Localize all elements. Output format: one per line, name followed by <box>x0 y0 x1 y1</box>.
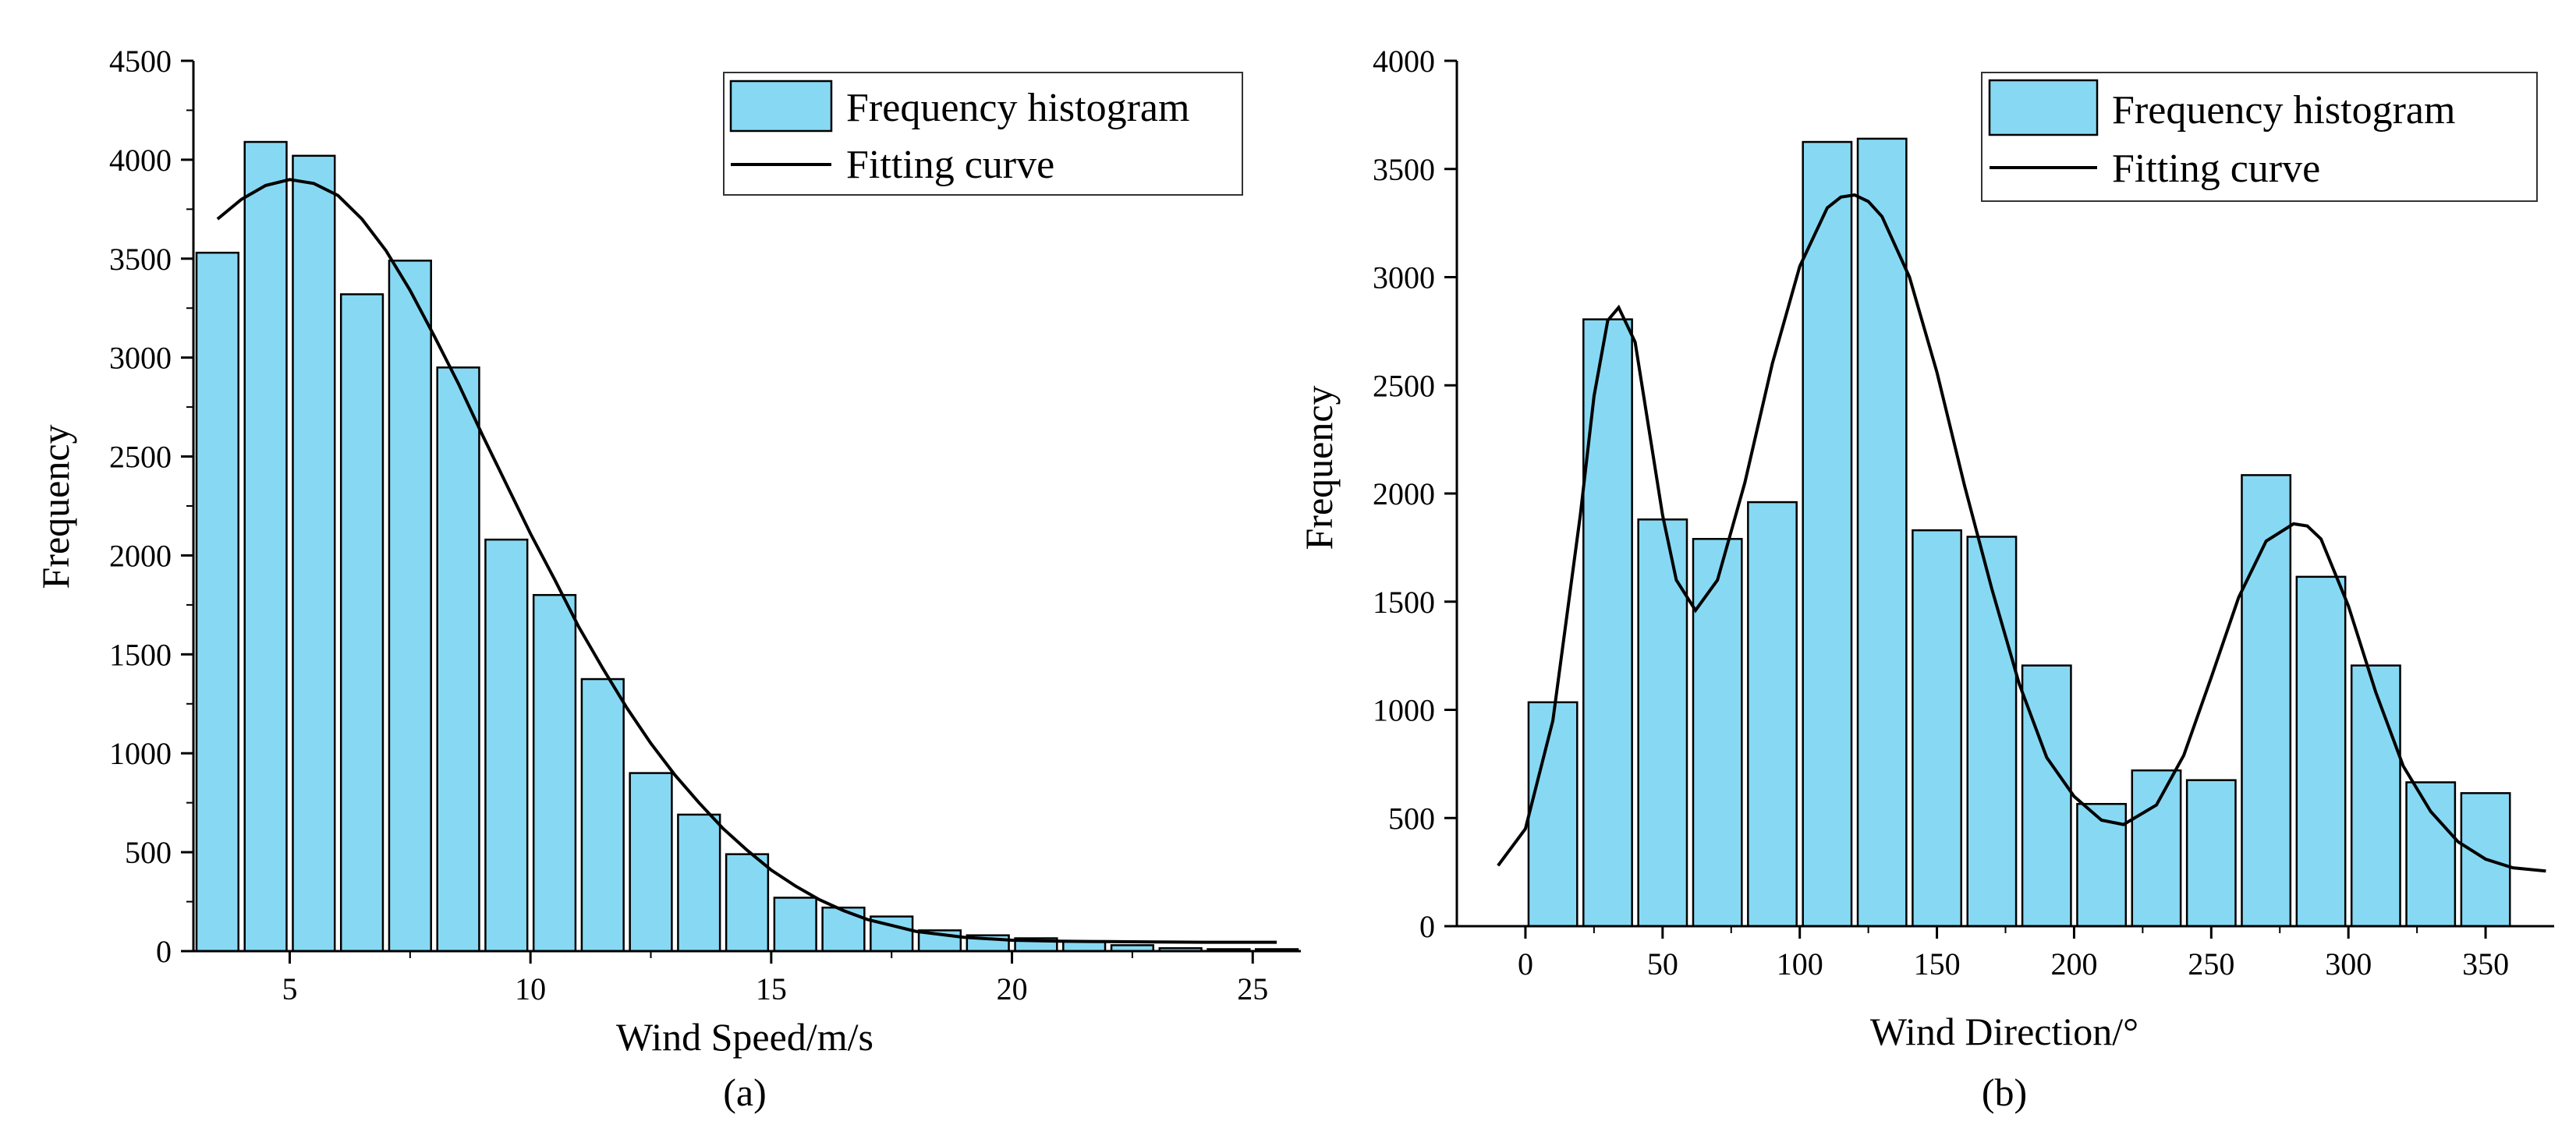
chart-b: 0 500 1000 1500 2000 2500 3000 3500 4000 0 50 100 15… <box>1297 44 2554 1114</box>
chart-a-y-tick-label: 500 <box>125 835 172 870</box>
chart-a-bar <box>195 251 239 953</box>
chart-b-legend: Frequency histogram Fitting curve <box>1981 72 2538 202</box>
chart-a-legend-bar-swatch <box>729 80 833 133</box>
chart-b-y-tick-label: 4000 <box>1373 44 1435 79</box>
chart-a-panel-label: (a) <box>723 1070 767 1114</box>
chart-a-y-tick-label: 4000 <box>109 143 172 178</box>
chart-b-y-tick-label: 500 <box>1388 801 1435 836</box>
chart-a-y-tick-label: 0 <box>156 934 172 969</box>
chart-a-y-tick-label: 3500 <box>109 242 172 277</box>
chart-a-bar <box>436 366 480 953</box>
chart-b-bar <box>2131 769 2182 928</box>
chart-b-bars <box>1527 137 2511 928</box>
chart-a-y-tick-label: 2500 <box>109 440 172 475</box>
chart-b-x-tick-label: 300 <box>2325 946 2372 982</box>
chart-b-y-tick-label: 2500 <box>1373 368 1435 403</box>
chart-b-bar <box>1582 318 1633 928</box>
chart-a-bar <box>243 140 288 953</box>
chart-a-bar <box>292 154 336 953</box>
chart-a-legend-histogram-label: Frequency histogram <box>846 86 1189 130</box>
chart-b-bar <box>2185 779 2237 928</box>
chart-a-legend: Frequency histogram Fitting curve <box>723 72 1243 196</box>
chart-b-bar <box>2350 664 2401 928</box>
chart-a-bar <box>629 772 673 953</box>
chart-b-bar <box>2241 474 2292 928</box>
chart-a: 0 500 1000 1500 2000 2500 3000 3500 4000 4500 5 10 1… <box>34 44 1301 1114</box>
chart-b-legend-curve-label: Fitting curve <box>2112 147 2320 191</box>
chart-b-x-tick-label: 50 <box>1647 946 1678 982</box>
chart-b-panel-label: (b) <box>1982 1070 2027 1114</box>
chart-b-legend-histogram-label: Frequency histogram <box>2112 88 2455 133</box>
chart-b-y-tick-label: 1000 <box>1373 693 1435 728</box>
chart-b-x-tick-label: 0 <box>1518 946 1533 982</box>
chart-a-bar <box>339 293 384 953</box>
chart-b-y-tick-label: 1500 <box>1373 585 1435 620</box>
chart-b-bar <box>1527 701 1579 928</box>
chart-a-x-tick-label: 25 <box>1237 971 1268 1006</box>
chart-a-x-tick-label: 20 <box>997 971 1028 1006</box>
chart-a-legend-curve-label: Fitting curve <box>846 143 1054 187</box>
chart-b-bar <box>1802 140 1853 928</box>
chart-a-bars <box>195 140 1299 953</box>
chart-a-x-axis-label: Wind Speed/m/s <box>616 1015 873 1059</box>
chart-b-y-tick-label: 3000 <box>1373 260 1435 295</box>
chart-b-bar <box>2405 781 2457 928</box>
chart-a-y-tick-label: 1000 <box>109 736 172 771</box>
chart-b-bar <box>1966 536 2018 928</box>
chart-a-bar <box>725 853 770 953</box>
chart-a-x-tick-label: 15 <box>756 971 787 1006</box>
chart-a-x-tick-label: 5 <box>282 971 297 1006</box>
chart-a-x-tick-label: 10 <box>515 971 546 1006</box>
chart-b-y-tick-label: 2000 <box>1373 476 1435 511</box>
chart-a-ticks: 0 500 1000 1500 2000 2500 3000 3500 4000 4500 5 10 1… <box>109 44 1268 1006</box>
chart-a-bar <box>677 813 721 953</box>
chart-a-bar <box>484 538 529 953</box>
chart-a-y-tick-label: 1500 <box>109 637 172 672</box>
chart-b-x-tick-label: 150 <box>1914 946 1961 982</box>
chart-a-y-tick-label: 3000 <box>109 341 172 376</box>
chart-b-bar <box>1912 529 1962 928</box>
chart-b-y-tick-label: 0 <box>1419 909 1435 944</box>
chart-b-x-tick-label: 250 <box>2188 946 2234 982</box>
chart-b-y-tick-label: 3500 <box>1373 152 1435 187</box>
chart-a-y-axis-label: Frequency <box>34 424 77 589</box>
chart-b-bar <box>1637 518 1688 928</box>
chart-a-fitting-curve <box>216 178 1277 944</box>
chart-a-y-tick-label: 4500 <box>109 44 172 79</box>
chart-b-bar <box>2295 575 2347 928</box>
chart-b-x-tick-label: 350 <box>2462 946 2509 982</box>
chart-a-bar <box>388 260 432 953</box>
chart-a-bar <box>821 906 866 953</box>
chart-a-bar <box>580 677 625 953</box>
chart-a-y-tick-label: 2000 <box>109 538 172 573</box>
chart-b-x-axis-label: Wind Direction/° <box>1870 1010 2138 1053</box>
chart-b-x-tick-label: 100 <box>1777 946 1823 982</box>
chart-b-legend-bar-swatch <box>1988 79 2099 136</box>
chart-b-bar <box>1747 501 1798 928</box>
chart-b-x-tick-label: 200 <box>2050 946 2097 982</box>
chart-a-bar <box>773 897 817 953</box>
chart-b-bar <box>1856 137 1908 928</box>
chart-b-bar <box>1692 538 1743 928</box>
chart-b-fitting-curve <box>1497 193 2546 873</box>
chart-a-bar <box>532 593 577 953</box>
chart-b-ticks: 0 500 1000 1500 2000 2500 3000 3500 4000 0 50 100 15… <box>1373 44 2509 982</box>
chart-b-bar <box>2021 664 2072 928</box>
chart-b-y-axis-label: Frequency <box>1297 385 1341 550</box>
